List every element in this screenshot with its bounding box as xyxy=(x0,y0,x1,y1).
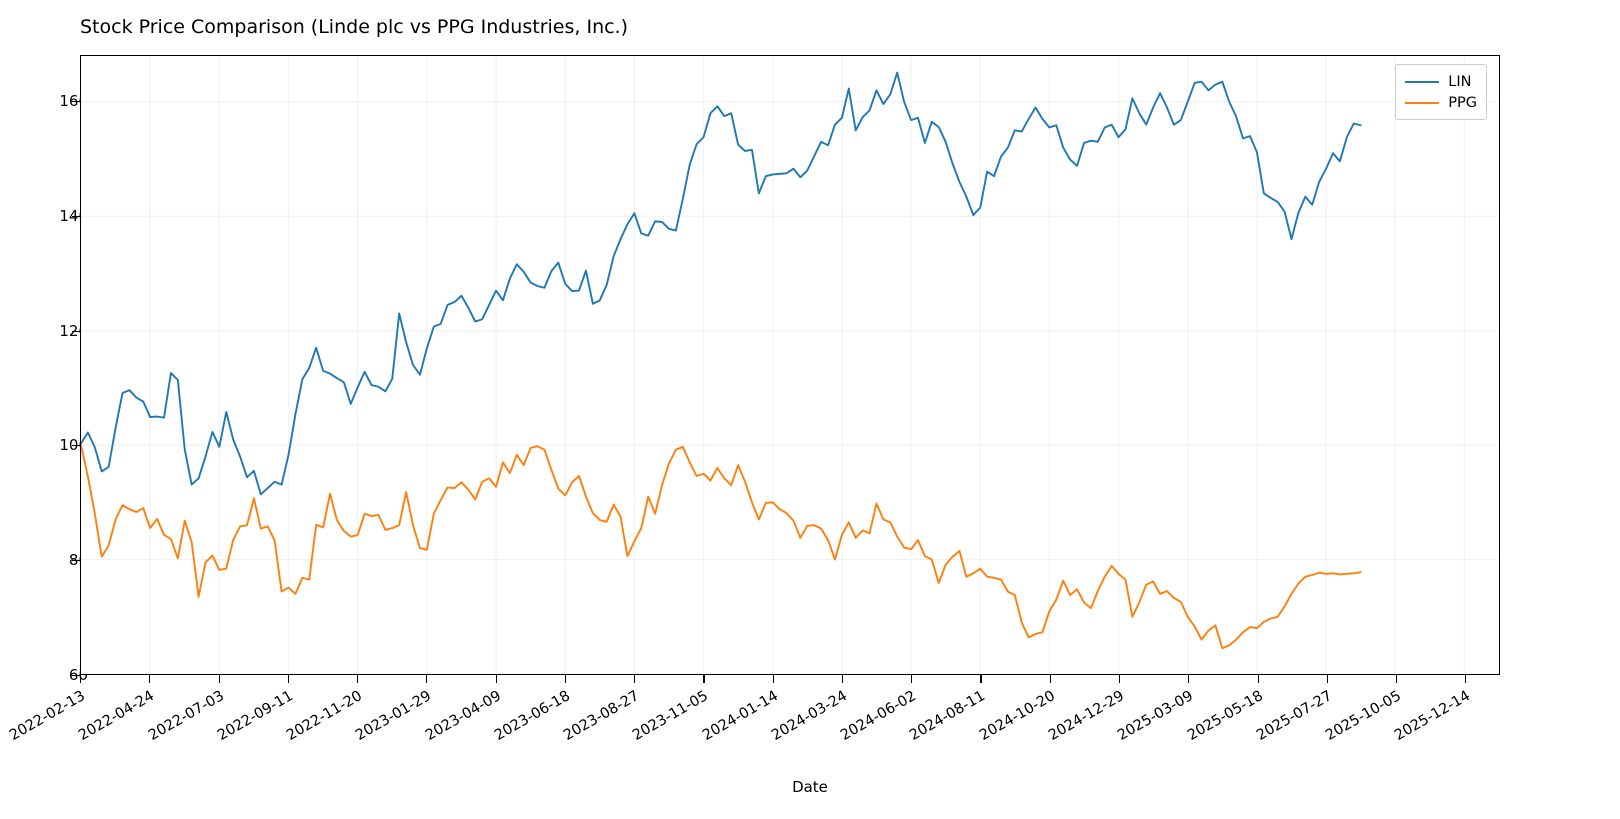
series-line-lin xyxy=(81,73,1361,495)
x-tick-mark xyxy=(1465,675,1467,683)
x-tick-mark xyxy=(1188,675,1190,683)
plot-svg xyxy=(81,56,1499,674)
chart-legend[interactable]: LIN PPG xyxy=(1395,64,1487,120)
legend-label: PPG xyxy=(1448,94,1477,111)
x-tick-mark xyxy=(287,675,289,683)
x-tick-mark xyxy=(357,675,359,683)
legend-color-swatch xyxy=(1405,80,1440,83)
x-tick-mark xyxy=(426,675,428,683)
x-tick-mark xyxy=(495,675,497,683)
y-tick-mark xyxy=(72,675,80,677)
y-tick-mark xyxy=(72,330,80,332)
x-tick-mark xyxy=(1257,675,1259,683)
y-tick-mark xyxy=(72,445,80,447)
x-tick-mark xyxy=(980,675,982,683)
x-tick-mark xyxy=(564,675,566,683)
x-tick-mark xyxy=(1396,675,1398,683)
plot-area: LIN PPG xyxy=(80,55,1500,675)
legend-label: LIN xyxy=(1448,73,1472,90)
legend-color-swatch xyxy=(1405,101,1440,104)
legend-item-lin[interactable]: LIN xyxy=(1405,71,1477,92)
legend-item-ppg[interactable]: PPG xyxy=(1405,92,1477,113)
gridlines xyxy=(81,56,1499,674)
x-tick-mark xyxy=(218,675,220,683)
y-tick-mark xyxy=(72,215,80,217)
x-tick-mark xyxy=(1049,675,1051,683)
series-line-ppg xyxy=(81,445,1361,648)
x-tick-mark xyxy=(80,675,82,683)
x-tick-mark xyxy=(1119,675,1121,683)
x-tick-mark xyxy=(703,675,705,683)
chart-title: Stock Price Comparison (Linde plc vs PPG… xyxy=(80,16,629,38)
y-tick-mark xyxy=(72,560,80,562)
y-tick-mark xyxy=(72,100,80,103)
x-tick-mark xyxy=(772,675,774,683)
x-tick-mark xyxy=(1326,675,1328,683)
x-tick-mark xyxy=(149,675,151,683)
x-tick-mark xyxy=(634,675,636,683)
x-tick-mark xyxy=(911,675,913,683)
series-lines xyxy=(81,73,1361,649)
x-axis-label: Date xyxy=(792,778,828,796)
x-tick-mark xyxy=(841,675,844,683)
